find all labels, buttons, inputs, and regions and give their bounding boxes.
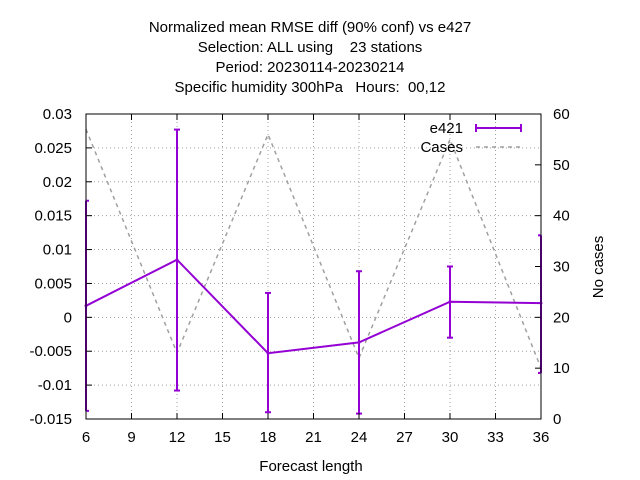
e421-point [357,340,361,344]
e421-line [85,258,542,355]
x-tick-label: 24 [351,429,368,446]
e421-errorbar [84,199,89,412]
x-axis-label: Forecast length [259,458,362,475]
e421-errorbar [174,128,180,392]
legend-label-e421: e421 [430,120,463,137]
y2-axis: 0 10 20 30 40 50 60 [535,106,570,428]
title-line-2: Selection: ALL using 23 stations [198,39,423,56]
chart-title: Normalized mean RMSE diff (90% conf) vs … [149,19,471,96]
y2-tick-label: 0 [553,411,561,428]
y-axis: -0.015 -0.01 -0.005 0 0.005 0.01 0.015 0.02 0.02… [29,106,92,428]
cases-series [85,128,542,369]
x-tick-label: 9 [127,429,135,446]
y-tick-label: 0.01 [43,242,72,259]
y-tick-label: -0.015 [29,411,72,428]
title-line-4: Specific humidity 300hPa Hours: 00,12 [175,79,446,96]
y-tick-label: 0.005 [34,275,72,292]
y-tick-label: 0 [64,309,72,326]
x-axis: 6 9 12 15 18 21 24 27 30 33 36 [82,114,550,446]
legend: e421 Cases [420,120,522,156]
title-line-3: Period: 20230114-20230214 [215,59,404,76]
y-tick-label: 0.015 [34,208,72,225]
y-tick-label: -0.01 [38,377,72,394]
x-tick-label: 6 [82,429,90,446]
e421-point [448,300,452,304]
x-tick-label: 12 [169,429,186,446]
y2-tick-label: 50 [553,157,570,174]
y-tick-label: 0.025 [34,140,72,157]
y-tick-label: 0.03 [43,106,72,123]
x-tick-label: 30 [442,429,459,446]
y2-tick-label: 30 [553,259,570,276]
e421-errorbar [447,265,453,339]
cases-line [85,128,542,369]
e421-point [266,351,270,355]
y-tick-label: 0.02 [43,174,72,191]
x-tick-label: 21 [305,429,322,446]
y2-tick-label: 10 [553,360,570,377]
legend-label-cases: Cases [420,139,463,156]
e421-errorbar [538,234,543,374]
y2-tick-label: 60 [553,106,570,123]
x-tick-label: 15 [214,429,231,446]
y2-axis-label: No cases [590,236,607,299]
y2-tick-label: 20 [553,309,570,326]
y-tick-label: -0.005 [29,343,72,360]
e421-errorbar [265,291,271,414]
title-line-1: Normalized mean RMSE diff (90% conf) vs … [149,19,471,36]
grid [86,114,541,419]
y2-tick-label: 40 [553,208,570,225]
x-tick-label: 18 [260,429,277,446]
x-tick-label: 33 [487,429,504,446]
e421-point [175,258,179,262]
x-tick-label: 27 [396,429,413,446]
x-tick-label: 36 [533,429,550,446]
